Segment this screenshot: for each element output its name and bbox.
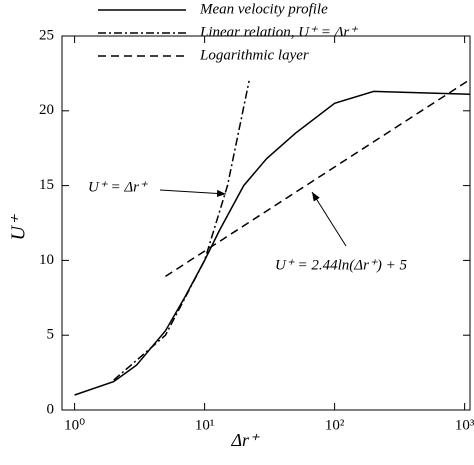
x-tick-label: 10² [325,417,345,433]
annotation-arrow [311,191,347,247]
y-tick-label: 5 [47,327,55,343]
x-tick-label: 10¹ [195,417,215,433]
series-line [74,90,471,396]
series-line [165,78,471,278]
y-tick-label: 20 [39,102,54,118]
plot-frame [61,35,471,411]
y-tick-label: 10 [39,252,54,268]
legend-label: Mean velocity profile [199,1,328,17]
annotation: U⁺ = 2.44ln(Δr⁺) + 5 [275,257,407,273]
x-axis-label: Δr⁺ [230,430,260,450]
annotation-arrow [159,189,227,198]
y-tick-label: 25 [39,27,54,43]
series-line [113,80,250,381]
x-tick-label: 10⁰ [64,417,85,433]
y-tick-label: 15 [39,177,54,193]
y-axis-label: U⁺ [8,214,30,240]
legend-label: Linear relation, U⁺ = Δr⁺ [199,24,358,40]
annotation: U⁺ = Δr⁺ [88,179,148,195]
x-tick-label: 10³ [455,417,474,433]
legend-label: Logarithmic layer [199,47,309,63]
y-tick-label: 0 [47,401,55,417]
